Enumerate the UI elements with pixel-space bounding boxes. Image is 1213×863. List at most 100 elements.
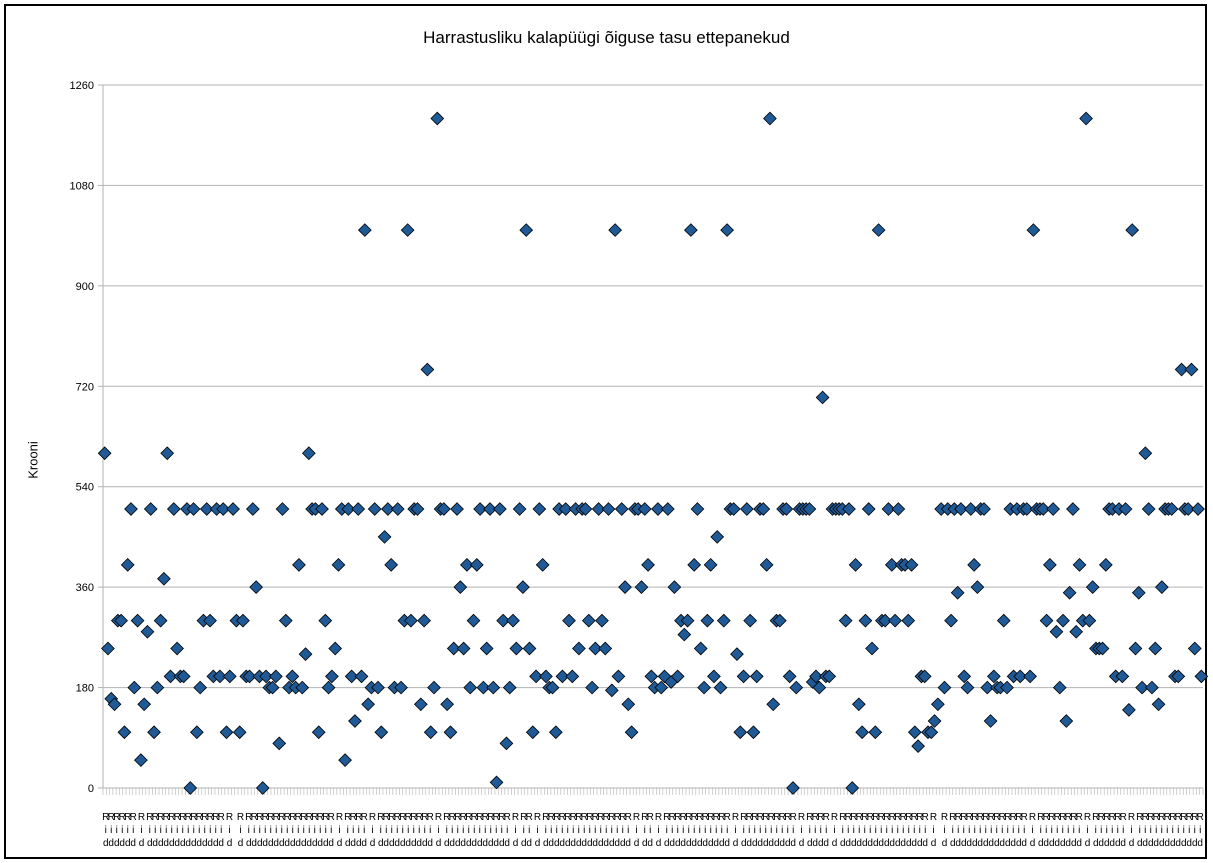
data-point [242, 669, 257, 684]
x-category-label: d [268, 838, 274, 849]
x-category-label: i [1067, 825, 1069, 836]
data-point [759, 557, 774, 572]
x-category-label: d [449, 838, 455, 849]
x-category-label: d [185, 838, 191, 849]
x-category-label: R [1169, 812, 1176, 823]
x-category-label: R [256, 812, 263, 823]
x-category-label: R [226, 812, 233, 823]
x-category-label: d [493, 838, 499, 849]
x-category-label: R [867, 812, 874, 823]
data-point [390, 502, 405, 516]
x-category-label: d [488, 838, 494, 849]
x-category-label: d [1186, 838, 1192, 849]
data-point [341, 502, 356, 516]
data-point [361, 697, 375, 712]
x-category-label: d [647, 838, 653, 849]
x-category-label: d [306, 838, 312, 849]
data-point [143, 502, 158, 516]
x-category-label: i [699, 825, 701, 836]
x-category-label: i [985, 825, 987, 836]
data-point [924, 725, 939, 740]
x-category-label: d [656, 838, 662, 849]
y-tick-label: 900 [76, 281, 94, 293]
x-category-label: R [1037, 812, 1044, 823]
x-category-label: R [336, 812, 343, 823]
x-category-label: R [586, 812, 593, 823]
data-point [967, 557, 981, 572]
x-category-label: R [322, 812, 329, 823]
x-category-label: R [1142, 812, 1149, 823]
x-category-label: d [1065, 838, 1071, 849]
x-category-label: d [972, 838, 978, 849]
data-point [746, 725, 761, 740]
x-category-label: i [490, 825, 492, 836]
x-category-label: i [688, 825, 690, 836]
data-point [881, 502, 896, 516]
x-category-label: R [608, 812, 615, 823]
data-points [97, 111, 1209, 795]
x-category-label: d [680, 838, 686, 849]
x-category-label: R [361, 812, 368, 823]
x-category-label: R [713, 812, 720, 823]
data-point [588, 641, 603, 656]
data-point [344, 669, 359, 684]
data-point [443, 725, 458, 740]
data-point [713, 680, 728, 695]
data-point [483, 502, 497, 516]
x-category-label: i [281, 825, 283, 836]
data-point [321, 680, 336, 695]
x-category-label: i [1086, 825, 1088, 836]
x-category-label: R [435, 812, 442, 823]
data-point [1151, 697, 1166, 712]
x-category-label: i [536, 825, 538, 836]
x-category-label: R [941, 812, 948, 823]
x-category-label: R [124, 812, 131, 823]
data-point [295, 680, 310, 695]
x-category-label: i [1155, 825, 1157, 836]
x-category-label: R [119, 812, 126, 823]
data-point [226, 502, 240, 516]
x-category-label: R [251, 812, 258, 823]
x-category-label: R [1109, 812, 1116, 823]
data-point [812, 680, 827, 695]
x-category-label: R [669, 812, 676, 823]
x-category-label: R [311, 812, 318, 823]
x-category-label: d [207, 838, 213, 849]
data-point [1194, 669, 1209, 684]
data-point [525, 725, 540, 740]
data-point [884, 557, 899, 572]
data-point [1128, 641, 1143, 656]
data-point [311, 725, 326, 740]
x-category-label: i [253, 825, 255, 836]
data-point [348, 714, 362, 728]
x-category-label: R [1147, 812, 1154, 823]
y-tick-label: 1260 [70, 80, 94, 92]
data-point [595, 613, 609, 628]
x-category-label: i [787, 825, 789, 836]
x-category-label: d [988, 838, 994, 849]
x-category-label: d [931, 838, 937, 849]
x-category-label: R [284, 812, 291, 823]
data-point [548, 725, 563, 740]
data-point [117, 725, 132, 740]
data-point [957, 669, 972, 684]
x-category-label: d [708, 838, 714, 849]
x-category-label: R [575, 812, 582, 823]
x-category-label: d [389, 838, 395, 849]
data-point [147, 725, 161, 740]
x-category-label: d [697, 838, 703, 849]
x-category-label: i [1012, 825, 1014, 836]
data-point [1059, 714, 1074, 728]
x-category-label: R [856, 812, 863, 823]
data-point [766, 697, 781, 712]
data-point [555, 669, 570, 684]
x-category-label: d [169, 838, 175, 849]
x-category-label: i [1194, 825, 1196, 836]
x-category-label: d [1109, 838, 1115, 849]
x-category-label: d [922, 838, 928, 849]
x-category-label: d [900, 838, 906, 849]
data-point [1069, 624, 1084, 639]
x-category-label: i [644, 825, 646, 836]
x-category-label: R [1186, 812, 1193, 823]
x-category-label: d [345, 838, 351, 849]
